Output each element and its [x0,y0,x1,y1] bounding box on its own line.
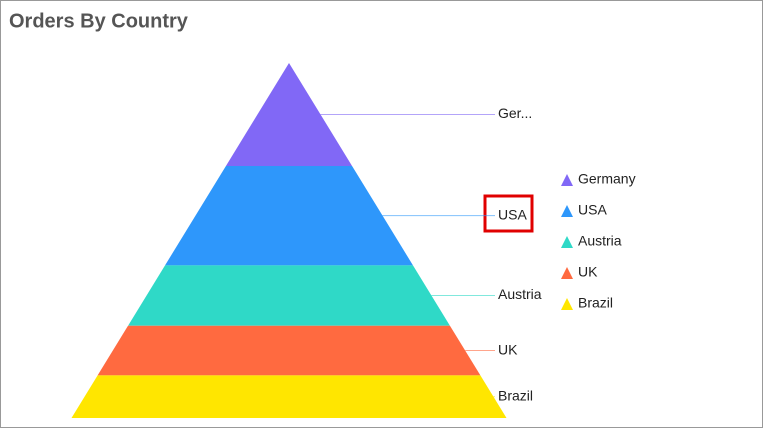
pyramid-segment [97,325,481,376]
data-label: UK [498,341,518,357]
chart-title: Orders By Country [9,10,189,32]
pyramid-segment [128,265,450,326]
legend-marker [561,298,573,310]
legend-label: USA [578,202,607,218]
pyramid-segment [71,375,507,418]
data-label: Ger... [498,105,532,121]
legend-marker [561,267,573,279]
pyramid-segment [165,165,413,266]
data-label: Austria [498,286,542,302]
data-label: USA [498,206,527,222]
legend-label: Austria [578,233,622,249]
legend-label: Brazil [578,295,613,311]
data-label: Brazil [498,387,533,403]
legend-label: UK [578,264,598,280]
legend-label: Germany [578,171,636,187]
legend-marker [561,205,573,217]
pyramid-segment [225,63,353,166]
legend-marker [561,174,573,186]
highlight-box [483,194,534,233]
legend-marker [561,236,573,248]
